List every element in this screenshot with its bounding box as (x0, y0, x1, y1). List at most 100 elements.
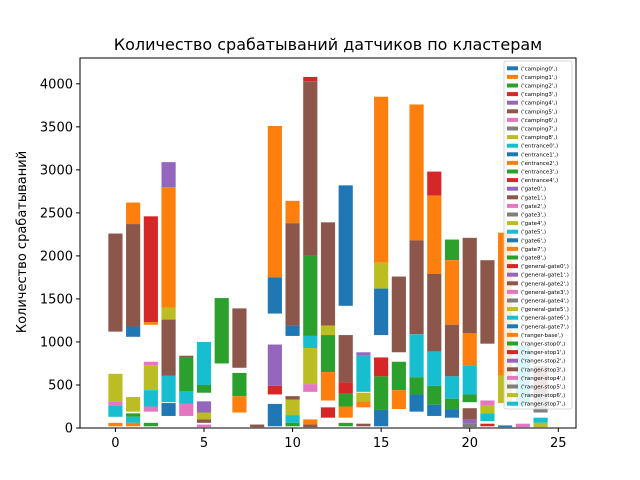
legend-entry-39: ('ranger-stop7',) (521, 402, 565, 408)
bar-segment-cluster-18-94 (427, 385, 442, 405)
bar-segment-cluster-11-58 (303, 419, 318, 425)
bar-segment-cluster-1-9 (126, 413, 141, 417)
bar-segment-cluster-16-82 (391, 276, 406, 353)
legend-entry-17: ('gate3',) (521, 213, 546, 219)
bar-segment-cluster-12-64 (320, 407, 336, 418)
bar-segment-cluster-11-53 (303, 81, 318, 256)
legend-entry-21: ('gate7',) (521, 247, 546, 253)
bar-segment-cluster-13-69 (338, 406, 353, 418)
bar-segment-cluster-19-100 (444, 398, 460, 410)
bar-segment-cluster-1-5 (126, 202, 141, 225)
x-tick-label-20: 20 (461, 436, 478, 451)
bar-segment-cluster-4-25 (179, 355, 194, 358)
legend-swatch-10 (507, 152, 518, 157)
bar-segment-cluster-19-101 (444, 409, 460, 418)
legend-entry-4: ('camping4',) (521, 101, 557, 107)
bar-segment-cluster-12-62 (320, 335, 336, 373)
bar-segment-cluster-4-26 (179, 357, 194, 391)
bar-segment-cluster-21-111 (480, 405, 495, 414)
x-tick-label-15: 15 (373, 436, 390, 451)
bar-segment-cluster-20-107 (462, 419, 477, 424)
y-tick-label-3500: 3500 (40, 120, 73, 135)
bar-segment-cluster-20-104 (462, 365, 477, 395)
bar-segment-cluster-5-33 (196, 419, 212, 423)
bar-segment-cluster-20-108 (462, 423, 477, 428)
legend-swatch-1 (507, 74, 518, 79)
legend: ('camping0',) ('camping1',) ('camping2',) (… (503, 60, 573, 410)
bar-segment-cluster-6-35 (214, 298, 229, 364)
bar-segment-cluster-9-43 (267, 385, 282, 395)
bar-segment-cluster-11-59 (303, 424, 318, 428)
bar-segment-cluster-2-15 (143, 365, 158, 391)
bar-segment-cluster-19-97 (444, 260, 460, 325)
legend-entry-29: ('general-gate6',) (521, 316, 569, 322)
bar-segment-cluster-17-86 (409, 240, 424, 335)
y-tick-label-3000: 3000 (40, 163, 73, 178)
bar-segment-cluster-2-17 (143, 406, 158, 412)
legend-swatch-31 (507, 332, 518, 337)
bar-segment-cluster-1-8 (126, 397, 141, 412)
bar-segment-cluster-18-92 (427, 273, 442, 352)
bar-segment-cluster-8-39 (250, 424, 265, 428)
legend-swatch-27 (507, 298, 518, 303)
y-tick-label-1000: 1000 (40, 335, 73, 350)
legend-swatch-5 (507, 109, 518, 114)
bar-segment-cluster-10-50 (285, 415, 300, 423)
legend-entry-30: ('general-gate7',) (521, 324, 569, 330)
legend-swatch-29 (507, 315, 518, 320)
legend-entry-25: ('general-gate2',) (521, 281, 569, 287)
x-tick-label-5: 5 (200, 436, 208, 451)
bar-segment-cluster-21-110 (480, 400, 495, 406)
bar-segment-cluster-21-109 (480, 260, 495, 344)
bar-segment-cluster-18-93 (427, 351, 442, 386)
bar-segment-cluster-11-56 (303, 347, 318, 385)
bar-segment-cluster-14-71 (356, 352, 371, 356)
legend-entry-11: ('entrance2',) (521, 161, 558, 167)
bar-segment-cluster-10-48 (285, 396, 300, 400)
legend-swatch-9 (507, 143, 518, 148)
legend-swatch-36 (507, 375, 518, 380)
ticks-layer: 0 5 10 15 20 25 0 500 1000 1500 2000 2500 3000 3500 40… (40, 77, 567, 451)
chart-title: Количество срабатываний датчиков по клас… (114, 35, 542, 54)
legend-entry-20: ('gate6',) (521, 238, 546, 244)
bar-segment-cluster-9-40 (267, 125, 282, 278)
bar-segment-cluster-22-116 (498, 425, 513, 428)
y-tick-label-500: 500 (48, 378, 73, 393)
bar-segment-cluster-3-20 (161, 187, 176, 308)
legend-entry-1: ('camping1',) (521, 75, 557, 81)
bar-segment-cluster-16-84 (391, 390, 406, 410)
legend-swatch-24 (507, 272, 518, 277)
bar-segment-cluster-10-47 (285, 325, 300, 336)
y-axis-label: Количество срабатываний (15, 151, 30, 333)
legend-swatch-13 (507, 178, 518, 183)
legend-entry-9: ('entrance0',) (521, 144, 558, 150)
y-tick-label-2500: 2500 (40, 206, 73, 221)
bar-segment-cluster-12-61 (320, 325, 336, 336)
bar-segment-cluster-15-78 (374, 288, 389, 336)
bar-segment-cluster-19-98 (444, 324, 460, 377)
legend-entry-13: ('entrance4',) (521, 178, 558, 184)
bar-segment-cluster-9-41 (267, 277, 282, 314)
bar-segment-cluster-2-18 (143, 422, 158, 427)
bar-segment-cluster-20-103 (462, 333, 477, 366)
bar-segment-cluster-18-90 (427, 171, 442, 196)
bar-segment-cluster-2-13 (143, 322, 158, 325)
legend-swatch-18 (507, 221, 518, 226)
legend-swatch-17 (507, 212, 518, 217)
bar-segment-cluster-7-37 (232, 372, 247, 397)
legend-entry-22: ('gate8',) (521, 256, 546, 262)
legend-swatch-28 (507, 307, 518, 312)
bar-segment-cluster-15-81 (374, 409, 389, 427)
bar-segment-cluster-5-30 (196, 384, 212, 393)
bar-segment-cluster-10-49 (285, 399, 300, 416)
bar-segment-cluster-3-22 (161, 319, 176, 376)
bar-segment-cluster-11-55 (303, 335, 318, 348)
y-tick-label-4000: 4000 (40, 77, 73, 92)
legend-swatch-12 (507, 169, 518, 174)
legend-entry-34: ('ranger-stop2',) (521, 359, 565, 365)
bar-segment-cluster-21-113 (480, 423, 495, 427)
bar-segment-cluster-18-95 (427, 404, 442, 416)
legend-swatch-7 (507, 126, 518, 131)
